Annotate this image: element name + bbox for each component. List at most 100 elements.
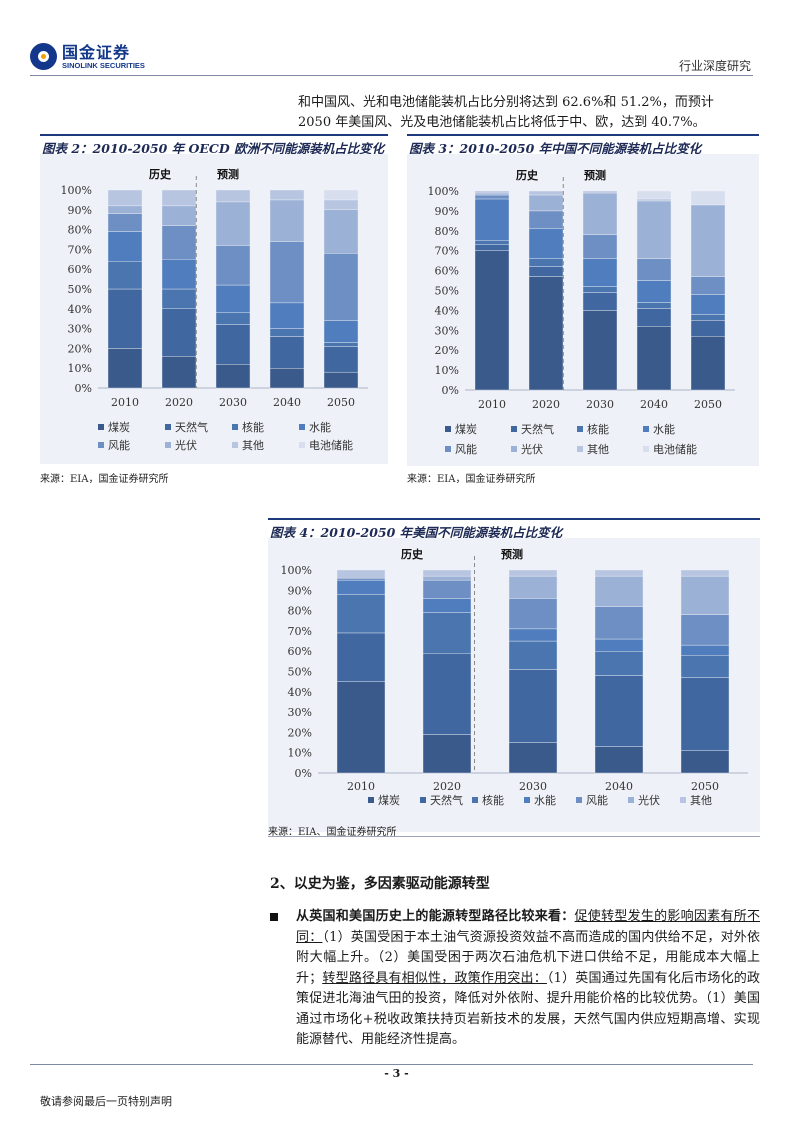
bar-segment [474,198,510,241]
bar-segment [336,577,386,581]
figure-source: 来源：EIA、国金证券研究所 [268,827,397,838]
intro-paragraph: 和中国风、光和电池储能装机占比分别将达到 62.6%和 51.2%，而预计 20… [298,93,760,133]
bar-segment [161,205,197,226]
bar-segment [323,371,359,389]
bar-segment [215,189,251,203]
bar-segment [336,594,386,634]
legend-label: 其他 [242,439,264,452]
bar-segment [690,336,726,391]
bar-segment [594,746,644,774]
legend-label: 风能 [455,442,477,456]
y-tick-label: 40% [435,304,459,317]
bar-segment [323,189,359,201]
bar-segment [215,245,251,286]
bar-segment [680,750,730,774]
x-tick-label: 2030 [519,780,547,793]
period-label-history: 历史 [149,167,172,181]
bar-segment [636,308,672,327]
bar-segment [269,199,305,242]
y-tick-label: 30% [288,706,312,719]
bar-segment [690,190,726,206]
intro-line-1: 和中国风、光和电池储能装机占比分别将达到 62.6%和 51.2%，而预计 [298,95,714,110]
y-tick-label: 10% [435,364,459,377]
period-label-forecast: 预测 [501,547,523,561]
legend-swatch [511,446,517,452]
figure-source: 来源：EIA，国金证券研究所 [407,474,536,485]
x-tick-label: 2020 [165,396,193,409]
legend-label: 电池储能 [653,442,697,456]
bar-segment [323,342,359,347]
bar-segment [636,258,672,281]
bar-segment [422,575,472,581]
bar-segment [528,266,564,277]
section-heading: 2、以史为鉴，多因素驱动能源转型 [270,876,490,892]
legend-swatch [232,424,238,430]
legend-swatch [165,442,171,448]
bar-segment [215,284,251,313]
y-tick-label: 70% [68,243,92,256]
legend-label: 光伏 [638,793,660,807]
bar-segment [528,190,564,196]
y-tick-label: 90% [435,205,459,218]
figure-divider [268,836,760,837]
legend-label: 天然气 [430,793,463,807]
legend-label: 水能 [653,422,675,436]
bar-segment [269,328,305,337]
bar-segment [582,192,618,235]
intro-line-2: 2050 年美国风、光及电池储能装机占比将低于中、欧，达到 40.7%。 [298,115,706,130]
bar-segment [582,310,618,391]
bar-segment [107,231,143,262]
bar-segment [508,669,558,743]
legend-label: 煤炭 [455,423,477,436]
y-tick-label: 50% [68,283,92,296]
y-tick-label: 60% [435,265,459,278]
bar-segment [508,742,558,774]
figure-title: 图表 2：2010-2050 年 OECD 欧洲不同能源装机占比变化 [40,134,388,156]
bar-segment [636,190,672,200]
y-tick-label: 80% [435,225,459,238]
bar-segment [107,288,143,349]
figure-china: 图表 3：2010-2050 年中国不同能源装机占比变化 0% 10% 20% 30%… [407,134,759,486]
legend-swatch [511,426,517,432]
bar-segment [680,575,730,615]
bar-segment [161,288,197,309]
logo-icon [30,43,57,70]
bar-segment [508,598,558,630]
legend-swatch [232,442,238,448]
x-tick-label: 2020 [532,398,560,411]
bar-segment [690,276,726,295]
x-tick-label: 2030 [219,396,247,409]
footer-disclaimer: 敬请参阅最后一页特别声明 [40,1095,172,1108]
y-tick-label: 30% [435,324,459,337]
bar-segment [636,326,672,391]
bar-segment [422,653,472,735]
legend-label: 天然气 [521,422,554,436]
bullet-lead: 从英国和美国历史上的能源转型路径比较来看： [296,909,575,924]
x-tick-label: 2040 [273,396,301,409]
bar-segment [636,200,672,259]
page-number: - 3 - [384,1067,409,1080]
bar-segment [161,259,197,290]
bar-segment [594,675,644,747]
bar-segment [422,569,472,577]
bar-segment [269,189,305,201]
bar-segment [336,632,386,682]
legend-label: 风能 [586,793,608,807]
x-tick-label: 2010 [478,398,506,411]
y-tick-label: 10% [68,362,92,375]
bar-segment [680,677,730,751]
chart-area: 0% 10% 20% 30% 40% 50% 60% 70% 80% 90% 100% 2010 202… [407,154,759,466]
bar-segment [422,598,472,613]
y-tick-label: 60% [288,645,312,658]
x-tick-label: 2030 [586,398,614,411]
period-label-forecast: 预测 [584,168,606,182]
y-tick-label: 0% [295,767,312,780]
y-tick-label: 100% [281,564,312,577]
legend-swatch [577,426,583,432]
x-tick-label: 2020 [433,780,461,793]
chart-area: 0% 10% 20% 30% 40% 50% 60% 70% 80% 90% 100% 2010 202… [268,538,760,832]
bar-segment [161,189,197,207]
header-divider [30,75,753,76]
footer-divider [30,1064,753,1065]
bullet-text-1: （1）英国受困于本土油气资源投资效益不高而造成的国内供给不足，对外依附大幅上升。… [296,929,760,986]
